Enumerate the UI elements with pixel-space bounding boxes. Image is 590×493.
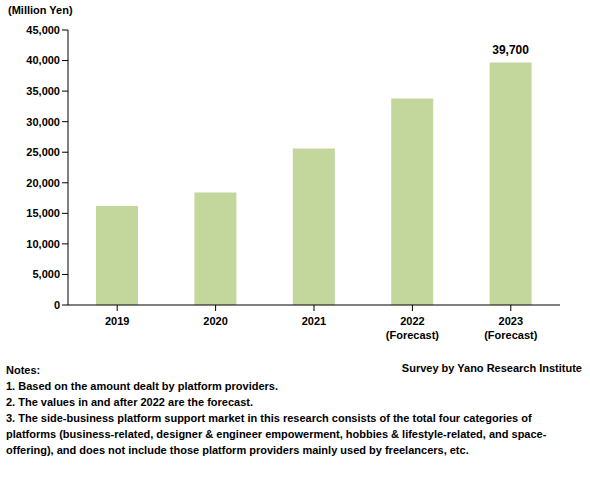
svg-text:2022(Forecast): 2022(Forecast): [386, 315, 440, 341]
html-text:Notes:: Notes:: [6, 364, 41, 376]
svg-text:10,000: 10,000: [26, 238, 60, 250]
svg-text:0: 0: [54, 299, 60, 311]
svg-text:20,000: 20,000: [26, 177, 60, 189]
svg-text:2020: 2020: [203, 315, 227, 327]
svg-text:35,000: 35,000: [26, 85, 60, 97]
svg-text:45,000: 45,000: [26, 24, 60, 36]
svg-text:2021: 2021: [302, 315, 326, 327]
svg-text:40,000: 40,000: [26, 54, 60, 66]
html-text:Survey by Yano Research Instit: Survey by Yano Research Institute: [401, 362, 582, 374]
html-text:(Million Yen): (Million Yen): [8, 4, 73, 16]
svg-text:25,000: 25,000: [26, 146, 60, 158]
html-text:1. Based on the amount dealt b: 1. Based on the amount dealt by platform…: [6, 380, 278, 392]
html-text:2. The values in and after 202: 2. The values in and after 2022 are the …: [6, 396, 253, 408]
html-text:3. The side-business platform: 3. The side-business platform support ma…: [6, 412, 547, 456]
svg-text:5,000: 5,000: [32, 268, 60, 280]
svg-text:15,000: 15,000: [26, 207, 60, 219]
svg-text:2019: 2019: [105, 315, 129, 327]
svg-text:39,700: 39,700: [492, 43, 529, 57]
svg-text:2023(Forecast): 2023(Forecast): [484, 315, 538, 341]
svg-text:30,000: 30,000: [26, 116, 60, 128]
